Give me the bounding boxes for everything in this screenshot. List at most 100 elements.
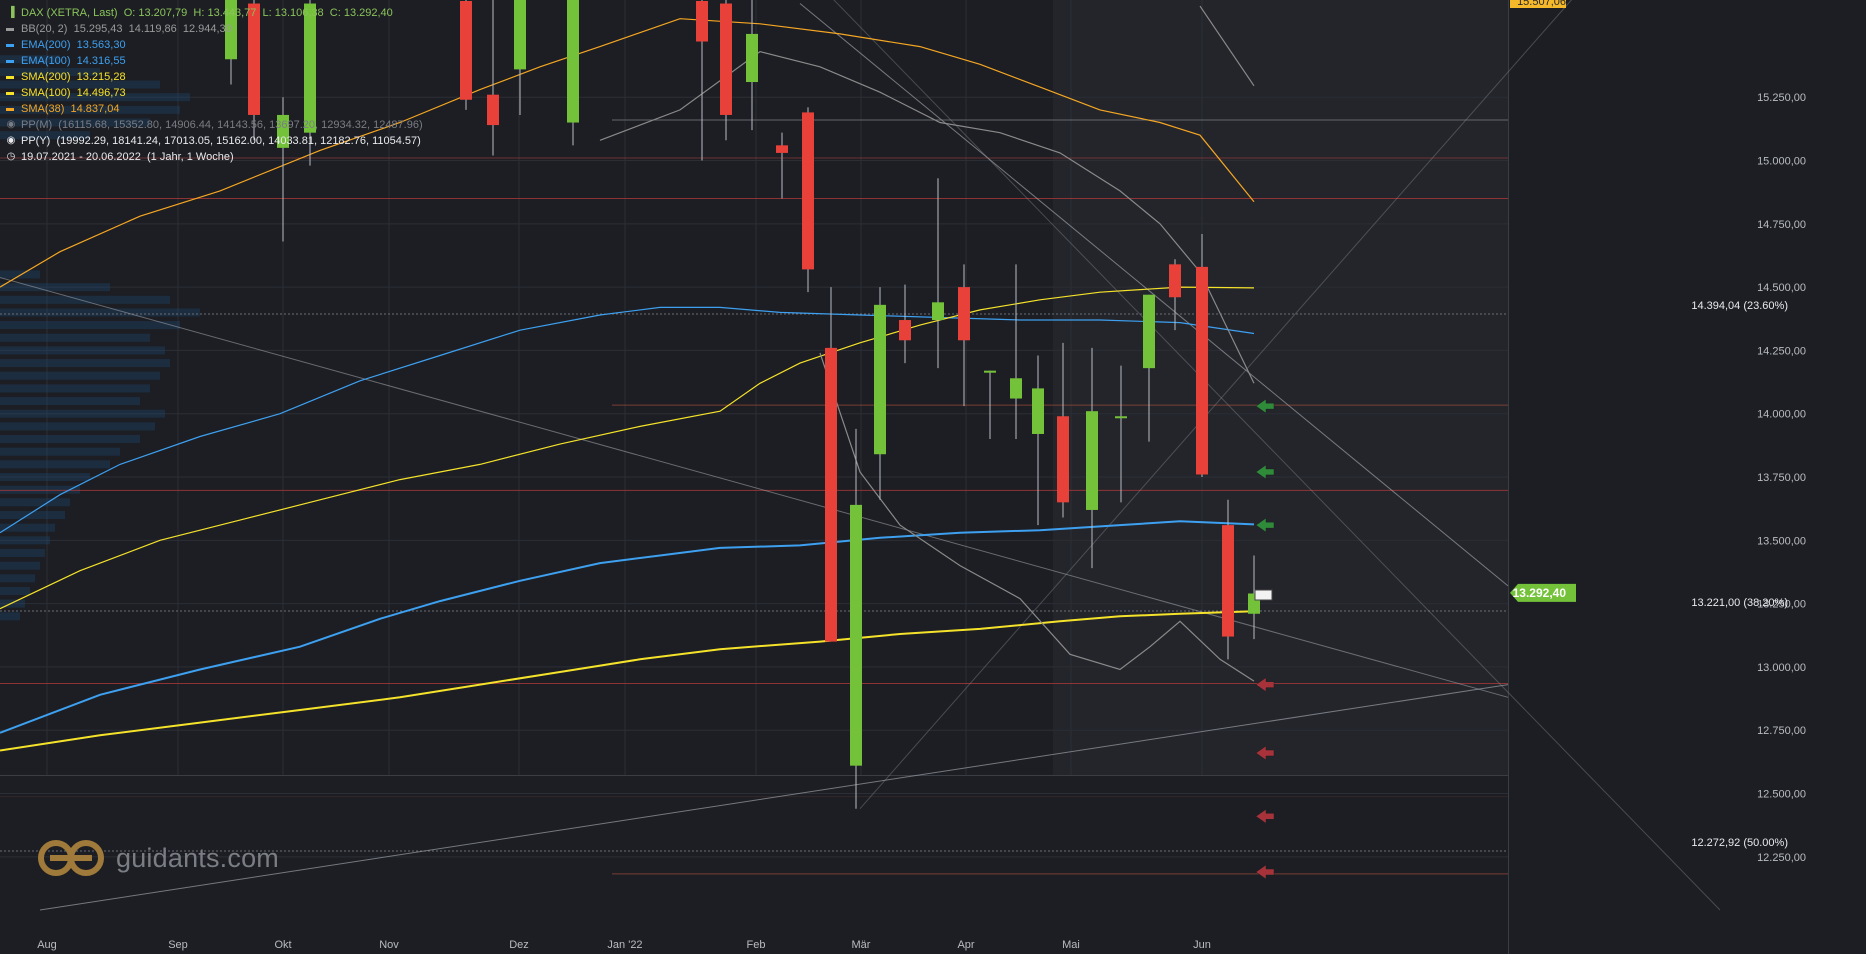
legend-row[interactable]: BB(20, 2) 15.295,43 14.119,86 12.944,30 — [6, 21, 423, 37]
legend-label: EMA(100) — [21, 55, 71, 67]
candle-body[interactable] — [746, 33, 758, 83]
watermark-text: guidants.com — [116, 842, 279, 873]
candle-body[interactable] — [720, 3, 732, 115]
candle-body[interactable] — [1222, 525, 1234, 637]
pivot-arrow-down-icon — [1255, 745, 1275, 761]
pivot-arrow-down-icon — [1255, 808, 1275, 824]
future-area — [1053, 0, 1508, 775]
volume-profile-bar — [0, 67, 100, 76]
candle-body[interactable] — [460, 1, 472, 100]
candle-body[interactable] — [1143, 294, 1155, 369]
candle-body[interactable] — [567, 0, 579, 123]
legend-label: PP(Y) — [21, 135, 51, 147]
legend-label: 19.07.2021 - 20.06.2022 — [21, 151, 141, 163]
volume-profile-bar — [0, 359, 170, 368]
legend-label: SMA(100) — [21, 87, 71, 99]
volume-profile-bar — [0, 131, 90, 140]
legend-swatch — [6, 27, 14, 31]
legend-swatch — [6, 43, 14, 47]
target-icon: ◉ — [6, 119, 16, 130]
candle-body[interactable] — [1196, 266, 1208, 475]
x-tick-label: Jan '22 — [607, 939, 642, 951]
candle-body[interactable] — [1115, 416, 1127, 419]
candle-body[interactable] — [874, 304, 886, 455]
candle-body[interactable] — [802, 112, 814, 270]
legend-row[interactable]: SMA(200) 13.215,28 — [6, 69, 423, 85]
legend-label: DAX (XETRA, Last) — [21, 7, 118, 19]
legend-row[interactable]: ▐ DAX (XETRA, Last) O: 13.207,79 H: 13.44… — [6, 5, 423, 21]
legend-values: 15.295,43 14.119,86 12.944,30 — [67, 23, 232, 35]
indicator-line — [599, 50, 1255, 384]
volume-profile-bar — [0, 371, 160, 380]
fib-level-label: 12.272,92 (50.00%) — [1691, 837, 1788, 849]
legend-row[interactable]: EMA(200) 13.563,30 — [6, 37, 423, 53]
candle-body[interactable] — [277, 114, 289, 148]
candle-body[interactable] — [1086, 411, 1098, 510]
trend-line — [833, 0, 1721, 911]
candle-body[interactable] — [932, 302, 944, 321]
candle-body[interactable] — [1169, 264, 1181, 298]
candle-body[interactable] — [696, 1, 708, 42]
candle-body[interactable] — [776, 145, 788, 153]
volume-profile-bar — [0, 118, 150, 127]
guidants-logo-icon — [38, 840, 104, 876]
legend-row[interactable]: EMA(100) 14.316,55 — [6, 53, 423, 69]
clock-icon: ◷ — [6, 151, 16, 162]
x-tick-label: Sep — [168, 939, 188, 951]
volume-profile-bar — [0, 93, 190, 102]
x-tick-label: Apr — [957, 939, 974, 951]
candle-body[interactable] — [248, 3, 260, 115]
legend-row[interactable]: ◉ PP(M) (16115.68, 15352.80, 14906.44, 14… — [6, 117, 423, 133]
volume-profile-bar — [0, 321, 180, 330]
volume-profile-bar — [0, 536, 50, 545]
volume-profile-bar — [0, 384, 150, 393]
legend-row[interactable]: SMA(100) 14.496,73 — [6, 85, 423, 101]
x-tick-label: Dez — [509, 939, 529, 951]
candle-body[interactable] — [825, 347, 837, 642]
legend-values: 14.837,04 — [64, 103, 120, 115]
x-tick-label: Aug — [37, 939, 57, 951]
candle-body[interactable] — [1010, 378, 1022, 399]
legend-label: PP(M) — [21, 119, 53, 131]
y-tick-label: 13.000,00 — [1757, 662, 1806, 674]
candle-body[interactable] — [225, 0, 237, 60]
x-tick-label: Feb — [747, 939, 766, 951]
fib-level-label: 13.221,00 (38.20%) — [1691, 597, 1788, 609]
volume-profile-bar — [0, 511, 65, 520]
candle-body[interactable] — [514, 0, 526, 70]
candle-body[interactable] — [899, 320, 911, 341]
volume-profile-bar — [0, 346, 165, 355]
legend-values: 14.496,73 — [70, 87, 126, 99]
legend-values: 13.563,30 — [70, 39, 126, 51]
legend-row[interactable]: ◉ PP(Y) (19992.29, 18141.24, 17013.05, 15… — [6, 133, 423, 149]
candle-body[interactable] — [1057, 416, 1069, 503]
x-tick-label: Nov — [379, 939, 399, 951]
y-tick-label: 14.500,00 — [1757, 282, 1806, 294]
candle-body[interactable] — [984, 370, 996, 373]
candle-body[interactable] — [850, 504, 862, 766]
fib-level-label: 14.394,04 (23.60%) — [1691, 300, 1788, 312]
volume-profile-bar — [0, 523, 55, 532]
legend-row[interactable]: SMA(38) 14.837,04 — [6, 101, 423, 117]
candle-body[interactable] — [958, 287, 970, 341]
volume-profile-bar — [0, 574, 35, 583]
legend-row[interactable]: ◷ 19.07.2021 - 20.06.2022 (1 Jahr, 1 Woch… — [6, 149, 423, 165]
indicator-line — [0, 306, 1255, 534]
cursor-icon — [1254, 589, 1273, 601]
candle-body[interactable] — [304, 3, 316, 133]
candle-body[interactable] — [487, 94, 499, 126]
volume-profile-bar — [0, 80, 160, 89]
trend-line — [859, 0, 1573, 810]
candle-body[interactable] — [1032, 388, 1044, 434]
x-tick-label: Mai — [1062, 939, 1080, 951]
indicator-line — [0, 286, 1255, 610]
legend-swatch — [6, 75, 14, 79]
last-price-badge — [1510, 583, 1576, 602]
x-tick-label: Jun — [1193, 939, 1211, 951]
volume-profile-bar — [0, 435, 140, 444]
indicator-line — [0, 610, 1255, 752]
volume-profile-bar — [0, 283, 110, 292]
volume-profile-bar — [0, 498, 70, 507]
